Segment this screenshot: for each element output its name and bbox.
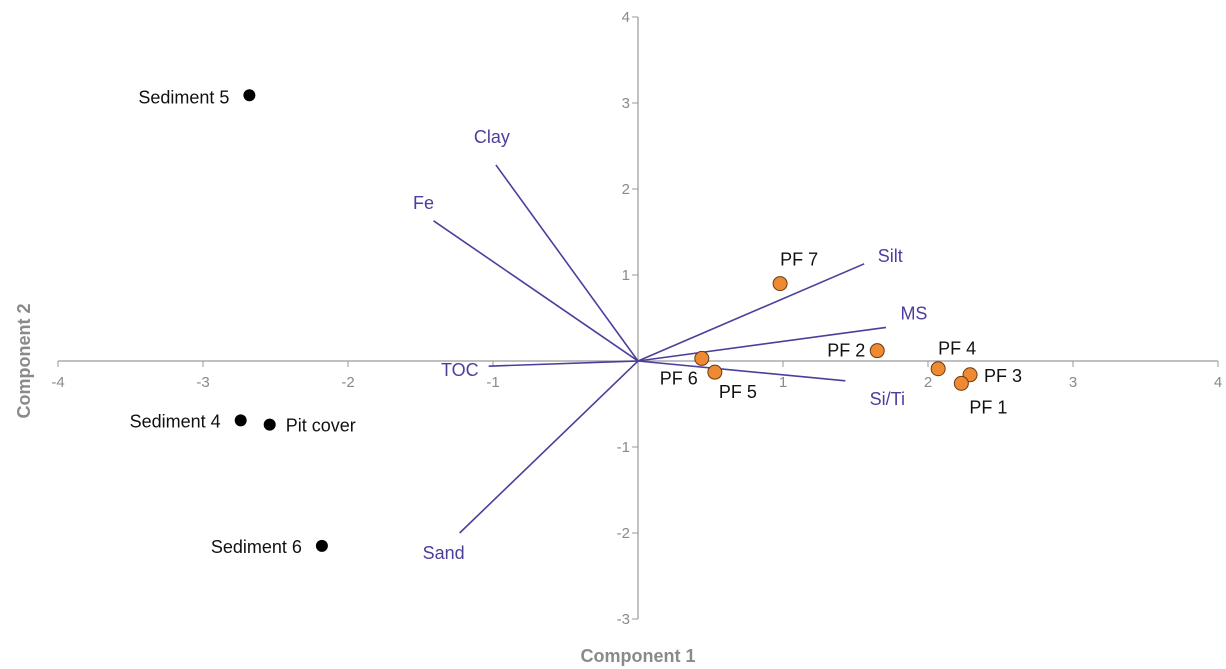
point-label-pf-2: PF 2 [827,341,865,361]
x-tick-label: 3 [1069,374,1077,391]
point-pf-7 [772,276,788,292]
loading-label-ms: MS [900,303,927,323]
x-tick-label: -2 [341,374,354,391]
point-pf-6 [694,350,710,366]
y-tick-label: 1 [622,267,630,284]
point-pf-2 [869,343,885,359]
loading-label-clay: Clay [474,127,510,147]
loading-label-silt: Silt [878,246,903,266]
x-axis-title: Component 1 [581,646,696,666]
y-tick-label: -2 [617,525,630,542]
x-tick-label: -4 [51,374,64,391]
y-tick-label: 3 [622,95,630,112]
loading-vectors [433,164,887,534]
point-pf-5 [707,364,723,380]
loading-vector-sand [459,360,639,534]
point-pit-cover [263,418,276,431]
x-tick-label: 4 [1214,374,1222,391]
x-tick-label: 2 [924,374,932,391]
x-tick-label: -3 [196,374,209,391]
point-sediment-5 [243,89,256,102]
loading-vector-silt [637,263,865,362]
point-sediment-6 [315,539,328,552]
point-label-pf-4: PF 4 [938,339,976,359]
point-label-pf-3: PF 3 [984,366,1022,386]
point-sediment-4 [234,414,247,427]
y-tick-label: 4 [622,9,630,26]
loading-label-sand: Sand [423,543,465,563]
point-label-pf-6: PF 6 [660,368,698,388]
x-tick-label: -1 [486,374,499,391]
axes: -4 -3 -2 -1 1 2 3 4 -3 -2 -1 1 2 3 4 [51,9,1222,628]
labels: Clay Fe TOC Sand Silt MS Si/Ti Sediment 5 Sedime… [130,87,1022,563]
point-label-pit-cover: Pit cover [286,416,356,436]
y-tick-label: 2 [622,181,630,198]
loading-vector-ms [637,326,887,362]
point-label-pf-7: PF 7 [780,250,818,270]
point-pf-4 [930,361,946,377]
loading-vector-toc [488,360,639,367]
point-label-sediment-6: Sediment 6 [211,537,302,557]
point-label-sediment-4: Sediment 4 [130,411,221,431]
y-tick-label: -3 [617,611,630,628]
loading-vector-clay [495,164,639,362]
y-tick-label: -1 [617,439,630,456]
point-label-pf-5: PF 5 [719,382,757,402]
score-points [234,89,978,552]
point-label-pf-1: PF 1 [969,397,1007,417]
loading-vector-si-ti [637,360,846,382]
loading-label-toc: TOC [441,360,479,380]
loading-label-si-ti: Si/Ti [870,389,905,409]
point-label-sediment-5: Sediment 5 [138,87,229,107]
loading-vector-fe [433,220,639,362]
point-pf-1 [953,375,969,391]
x-tick-label: 1 [779,374,787,391]
y-axis-title: Component 2 [14,304,34,419]
loading-label-fe: Fe [413,193,434,213]
